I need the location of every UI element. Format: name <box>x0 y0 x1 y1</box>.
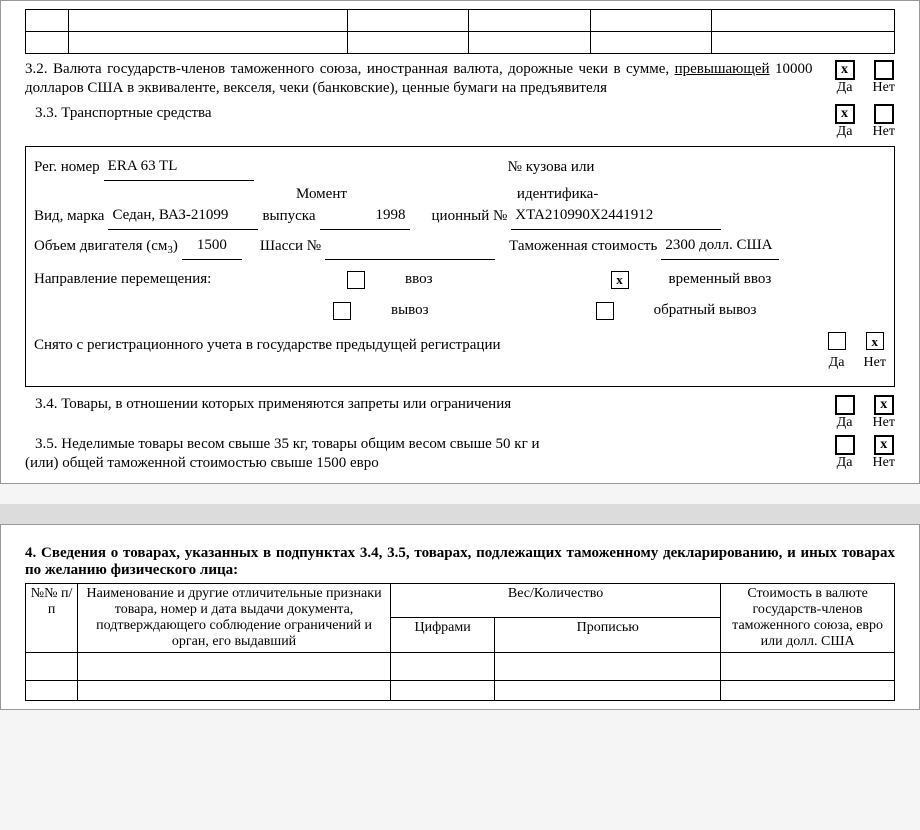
dir-label: Направление перемещения: <box>34 266 259 293</box>
obrat-checkbox[interactable] <box>596 302 614 320</box>
col-digits: Цифрами <box>390 618 494 653</box>
dereg-da-checkbox[interactable] <box>828 332 846 350</box>
vid-value[interactable]: Седан, ВАЗ-21099 <box>108 202 258 230</box>
col-cost: Стоимость в валюте государств-членов там… <box>721 583 895 652</box>
table-row <box>26 680 895 700</box>
vypuska-label: выпуска <box>262 203 315 230</box>
table-row <box>26 652 895 680</box>
shassi-value[interactable] <box>325 259 495 260</box>
section-3-4: 3.4. Товары, в отношении которых применя… <box>25 395 895 431</box>
vyvoz-checkbox[interactable] <box>333 302 351 320</box>
s33-net-checkbox[interactable] <box>874 104 894 124</box>
s32-text-a: 3.2. Валюта государств-членов таможенног… <box>25 61 675 77</box>
col-name: Наименование и другие отличительные приз… <box>78 583 391 652</box>
year-value[interactable]: 1998 <box>320 202 410 230</box>
s34-net-checkbox[interactable]: x <box>874 395 894 415</box>
section-3-3: 3.3. Транспортные средства x Да Нет <box>25 104 895 140</box>
s35-text-b: (или) общей таможенной стоимостью свыше … <box>25 454 813 473</box>
body-label1: № кузова или <box>508 154 595 181</box>
s35-net-label: Нет <box>873 455 895 471</box>
reg-value[interactable]: ERA 63 TL <box>104 153 254 181</box>
vyvoz-label: вывоз <box>391 297 429 324</box>
col-num: №№ п/п <box>26 583 78 652</box>
dereg-text: Снято с регистрационного учета в государ… <box>34 332 788 359</box>
vid-label: Вид, марка <box>34 203 104 230</box>
shassi-label: Шасси № <box>260 233 321 260</box>
col-weight: Вес/Количество <box>390 583 720 618</box>
dereg-net-label: Нет <box>864 350 886 375</box>
s32-net-label: Нет <box>873 80 895 96</box>
engine-label-b: ) <box>173 233 178 260</box>
s35-da-checkbox[interactable] <box>835 435 855 455</box>
section-4-title: 4. Сведения о товарах, указанных в подпу… <box>25 545 895 579</box>
s35-net-checkbox[interactable]: x <box>874 435 894 455</box>
body-label3: ционный № <box>432 203 508 230</box>
section-3-2: 3.2. Валюта государств-членов таможенног… <box>25 60 895 98</box>
col-words: Прописью <box>495 618 721 653</box>
s32-underlined: превышающей <box>675 61 770 77</box>
vrem-label: временный ввоз <box>669 266 772 293</box>
s33-da-label: Да <box>837 124 853 140</box>
vvoz-label: ввоз <box>405 266 433 293</box>
s35-text-a: 3.5. Неделимые товары весом свыше 35 кг,… <box>35 435 813 454</box>
s32-da-label: Да <box>837 80 853 96</box>
dereg-da-label: Да <box>829 350 845 375</box>
vehicle-box: Рег. номер ERA 63 TL № кузова или Момент… <box>25 146 895 386</box>
s34-net-label: Нет <box>873 415 895 431</box>
vin-value[interactable]: XTA210990X2441912 <box>511 202 721 230</box>
reg-label: Рег. номер <box>34 154 100 181</box>
s32-da-checkbox[interactable]: x <box>835 60 855 80</box>
cost-value[interactable]: 2300 долл. США <box>661 232 779 260</box>
s33-net-label: Нет <box>873 124 895 140</box>
s35-da-label: Да <box>837 455 853 471</box>
s33-da-checkbox[interactable]: x <box>835 104 855 124</box>
top-empty-table <box>25 9 895 54</box>
s32-net-checkbox[interactable] <box>874 60 894 80</box>
s34-da-checkbox[interactable] <box>835 395 855 415</box>
dereg-net-checkbox[interactable]: x <box>866 332 884 350</box>
s34-text: 3.4. Товары, в отношении которых применя… <box>35 396 511 412</box>
cost-label: Таможенная стоимость <box>509 233 657 260</box>
obrat-label: обратный вывоз <box>654 297 757 324</box>
page-top: 3.2. Валюта государств-членов таможенног… <box>0 0 920 484</box>
s34-da-label: Да <box>837 415 853 431</box>
engine-value[interactable]: 1500 <box>182 232 242 260</box>
s33-text: 3.3. Транспортные средства <box>35 105 212 121</box>
page-bottom: 4. Сведения о товарах, указанных в подпу… <box>0 524 920 710</box>
section-3-5: 3.5. Неделимые товары весом свыше 35 кг,… <box>25 435 895 473</box>
engine-label-a: Объем двигателя (см <box>34 233 167 260</box>
vrem-checkbox[interactable]: x <box>611 271 629 289</box>
vvoz-checkbox[interactable] <box>347 271 365 289</box>
goods-table: №№ п/п Наименование и другие отличительн… <box>25 583 895 701</box>
page-gap <box>0 504 920 524</box>
